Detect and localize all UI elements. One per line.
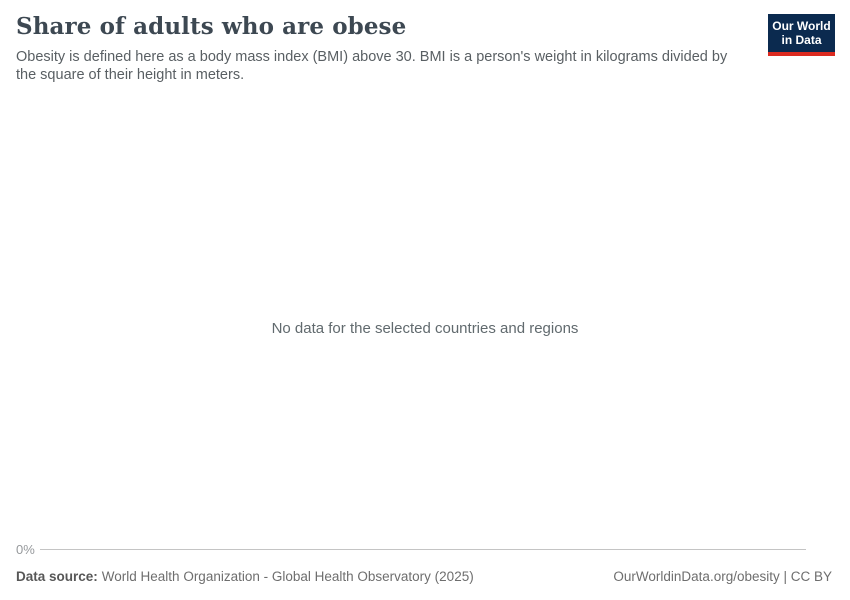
owid-logo[interactable]: Our World in Data (768, 14, 835, 56)
page-title: Share of adults who are obese (16, 13, 407, 40)
chart-subtitle: Obesity is defined here as a body mass i… (16, 49, 728, 83)
owid-logo-box: Our World in Data (768, 14, 835, 52)
owid-logo-line1: Our World (772, 19, 831, 33)
data-source-label: Data source: (16, 569, 98, 584)
attribution-link[interactable]: OurWorldinData.org/obesity | CC BY (613, 569, 832, 584)
axis-baseline (40, 549, 806, 550)
data-source-value[interactable]: World Health Organization - Global Healt… (101, 569, 474, 584)
chart-footer: Data source: World Health Organization - … (16, 568, 832, 585)
chart-header: Share of adults who are obese Obesity is… (16, 12, 835, 84)
data-source: Data source: World Health Organization - … (16, 568, 474, 585)
header-text-block: Share of adults who are obese Obesity is… (16, 12, 744, 84)
owid-logo-line2: in Data (781, 33, 822, 47)
owid-logo-red-bar (768, 52, 835, 56)
chart-plot-area (0, 90, 850, 542)
y-axis-tick-label: 0% (16, 542, 35, 557)
no-data-message: No data for the selected countries and r… (271, 320, 579, 337)
